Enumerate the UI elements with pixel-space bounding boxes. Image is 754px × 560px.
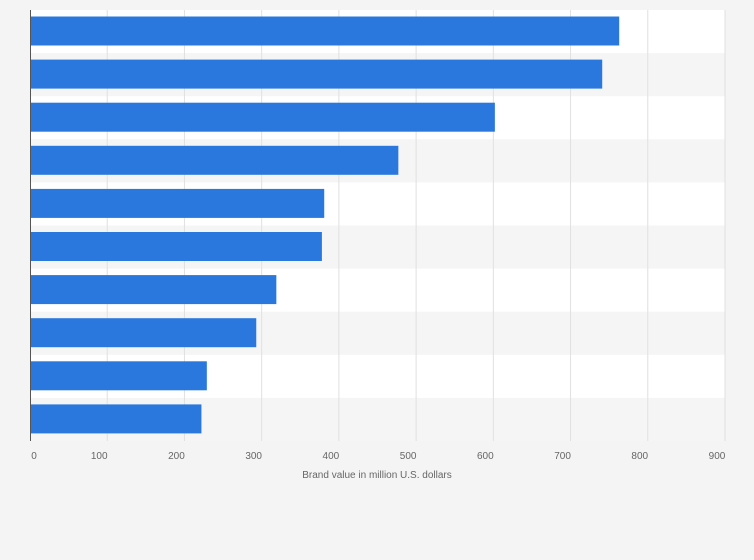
- bar: [30, 404, 202, 434]
- bar: [30, 59, 603, 89]
- x-tick-label: 400: [323, 451, 340, 462]
- bar: [30, 145, 399, 175]
- x-axis-title: Brand value in million U.S. dollars: [302, 470, 452, 481]
- bar: [30, 232, 322, 261]
- x-tick-label: 200: [168, 451, 185, 462]
- bar: [30, 275, 277, 305]
- x-axis-tick-labels: 0 100 200 300 400 500 600 700 800 900: [31, 451, 726, 462]
- x-tick-label: 300: [245, 451, 262, 462]
- x-tick-label: 700: [554, 451, 571, 462]
- bar: [30, 318, 257, 348]
- bar: [30, 102, 495, 132]
- x-tick-label: 0: [31, 451, 37, 462]
- bar: [30, 188, 325, 218]
- x-tick-label: 100: [91, 451, 108, 462]
- x-tick-label: 900: [709, 451, 726, 462]
- x-tick-label: 800: [631, 451, 648, 462]
- bar: [30, 16, 620, 46]
- x-tick-label: 500: [400, 451, 417, 462]
- bars: [30, 16, 620, 434]
- x-tick-label: 600: [477, 451, 494, 462]
- bar: [30, 361, 207, 391]
